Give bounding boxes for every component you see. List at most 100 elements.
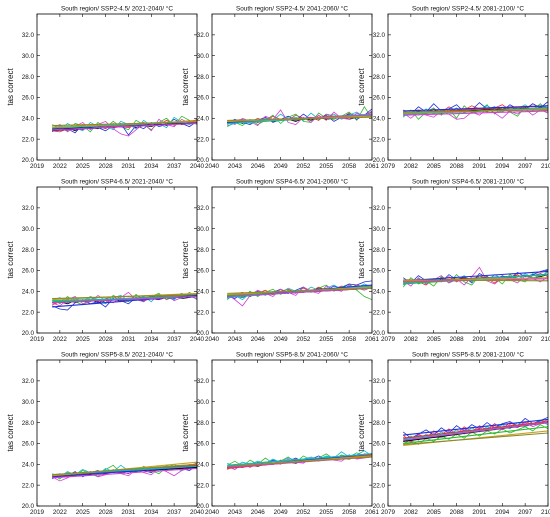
trend-line-red [403,420,548,439]
y-tick-label: 22.0 [22,482,35,489]
y-tick-label: 30.0 [197,226,210,233]
panel-title: South region/ SSP5-8.5/ 2021-2040/ °C [61,351,173,359]
x-tick-label: 2043 [228,163,243,170]
x-tick-label: 2022 [53,163,68,170]
x-tick-label: 2091 [472,336,487,343]
x-tick-label: 2019 [30,509,45,516]
y-tick-label: 26.0 [373,441,386,448]
plot-area [226,280,372,307]
y-tick-label: 32.0 [22,205,35,212]
plot-frame [211,13,373,161]
x-tick-label: 2043 [228,509,243,516]
trend-line-olive [227,287,372,294]
y-tick-label: 24.0 [373,288,386,295]
x-tick-label: 2097 [518,509,533,516]
y-tick-label: 24.0 [22,461,35,468]
y-tick-label: 32.0 [197,32,210,39]
y-axis-label: tas correct [357,241,366,279]
y-tick-label: 28.0 [197,74,210,81]
y-tick-label: 24.0 [197,288,210,295]
x-tick-label: 2025 [76,509,91,516]
x-tick-label: 2034 [144,163,159,170]
x-tick-label: 2079 [381,163,396,170]
plot-area [227,106,372,127]
y-tick-label: 20.0 [373,330,386,337]
y-tick-label: 22.0 [373,309,386,316]
x-tick-label: 2094 [495,509,510,516]
x-tick-label: 2037 [167,509,182,516]
x-tick-label: 2022 [53,509,68,516]
x-tick-label: 2061 [365,163,380,170]
plot-frame [36,359,198,507]
x-tick-label: 2040 [205,336,220,343]
y-tick-label: 30.0 [373,53,386,60]
x-tick-label: 2079 [381,336,396,343]
plot-area [227,450,372,470]
x-tick-label: 2040 [205,163,220,170]
y-axis-label: tas correct [6,241,15,279]
trend-line-magenta [403,422,548,441]
trend-line-blue [403,105,548,112]
y-tick-label: 20.0 [197,157,210,164]
trend-line-green [403,426,548,444]
y-tick-label: 32.0 [373,205,386,212]
trend-line-olive [403,432,548,446]
x-tick-label: 2100 [541,163,550,170]
trend-line-cyan [227,453,372,466]
x-tick-label: 2022 [53,336,68,343]
trend-line-olive [403,279,548,282]
series-line-magenta [403,266,548,287]
y-tick-label: 26.0 [22,441,35,448]
x-tick-label: 2094 [495,336,510,343]
x-tick-label: 2082 [404,336,419,343]
panel-title: South region/ SSP5-8.5/ 2041-2060/ °C [236,351,348,359]
y-tick-label: 28.0 [22,247,35,254]
x-tick-label: 2034 [144,336,159,343]
plot-frame [387,13,549,161]
x-tick-label: 2088 [450,336,465,343]
x-tick-label: 2031 [121,163,136,170]
x-tick-label: 2085 [427,509,442,516]
y-tick-label: 26.0 [22,268,35,275]
y-tick-label: 32.0 [22,32,35,39]
x-tick-label: 2019 [30,336,45,343]
y-tick-label: 30.0 [22,226,35,233]
y-tick-label: 24.0 [373,115,386,122]
y-tick-label: 32.0 [197,378,210,385]
plot-area [52,291,197,311]
series-line-blue [227,108,372,125]
x-tick-label: 2085 [427,163,442,170]
y-tick-label: 20.0 [197,330,210,337]
trend-line-olive [403,109,548,113]
x-tick-label: 2028 [99,509,114,516]
x-tick-label: 2028 [99,163,114,170]
y-tick-label: 26.0 [197,268,210,275]
x-tick-label: 2097 [518,163,533,170]
panel-1: South region/ SSP2-4.5/ 2021-2040/ °C tas… [6,5,204,171]
x-tick-label: 2049 [274,336,289,343]
y-tick-label: 30.0 [197,53,210,60]
panel-title: South region/ SSP2-4.5/ 2081-2100/ °C [412,5,524,13]
y-tick-label: 22.0 [197,482,210,489]
y-tick-label: 28.0 [22,420,35,427]
x-tick-label: 2031 [121,336,136,343]
panel-4: South region/ SSP4-6.5/ 2021-2040/ °C tas… [6,178,204,344]
y-tick-label: 22.0 [22,309,35,316]
y-tick-label: 20.0 [22,503,35,510]
trend-line-blue [403,418,548,436]
x-tick-label: 2052 [296,163,311,170]
x-tick-label: 2043 [228,336,243,343]
x-tick-label: 2049 [274,163,289,170]
panel-title: South region/ SSP2-4.5/ 2041-2060/ °C [236,5,348,13]
y-axis-label: tas correct [6,414,15,452]
trend-line-magenta [52,122,197,131]
y-tick-label: 26.0 [22,95,35,102]
trend-line-olive [227,116,372,121]
y-tick-label: 28.0 [197,247,210,254]
x-tick-label: 2040 [190,336,205,343]
x-tick-label: 2037 [167,163,182,170]
plot-area [52,461,197,482]
y-tick-label: 32.0 [197,205,210,212]
x-tick-label: 2034 [144,509,159,516]
panel-8: South region/ SSP5-8.5/ 2041-2060/ °C tas… [181,351,379,517]
